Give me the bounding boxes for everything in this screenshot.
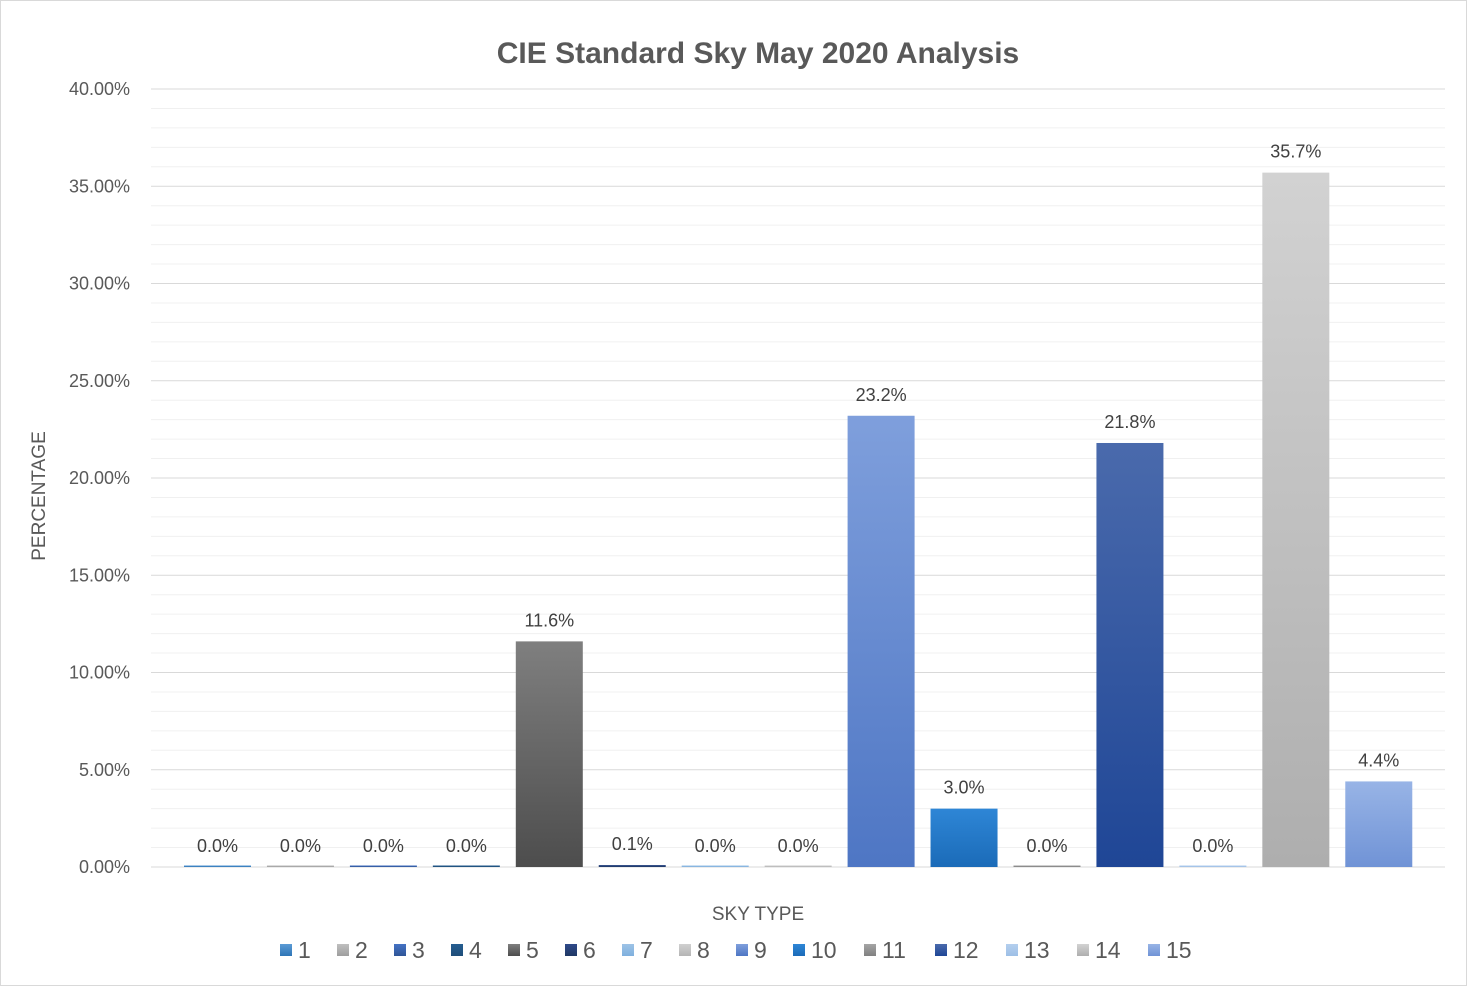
bar-sky-type-9 xyxy=(847,415,915,867)
bars xyxy=(184,172,1413,867)
data-label: 0.0% xyxy=(1192,836,1233,856)
y-tick-label: 25.00% xyxy=(69,371,130,391)
data-label: 0.0% xyxy=(1026,836,1067,856)
bar-sky-type-14 xyxy=(1262,172,1330,867)
bar-sky-type-13 xyxy=(1179,865,1247,867)
data-label: 23.2% xyxy=(856,385,907,405)
bar-sky-type-6 xyxy=(598,865,666,867)
legend-label: 7 xyxy=(640,937,653,963)
legend-swatch xyxy=(1006,944,1018,956)
data-label: 21.8% xyxy=(1104,412,1155,432)
y-tick-label: 10.00% xyxy=(69,663,130,683)
data-label: 0.0% xyxy=(446,836,487,856)
data-label: 0.0% xyxy=(778,836,819,856)
bar-sky-type-12 xyxy=(1096,442,1164,867)
y-tick-label: 5.00% xyxy=(79,760,130,780)
data-label: 0.0% xyxy=(695,836,736,856)
y-tick-label: 40.00% xyxy=(69,79,130,99)
x-axis-title: SKY TYPE xyxy=(712,904,804,925)
bar-sky-type-1 xyxy=(184,865,251,867)
legend-label: 10 xyxy=(811,937,837,963)
legend-label: 12 xyxy=(953,937,979,963)
legend-swatch xyxy=(394,944,406,956)
legend-label: 4 xyxy=(469,937,482,963)
legend-label: 13 xyxy=(1024,937,1050,963)
y-tick-label: 0.00% xyxy=(79,857,130,877)
y-tick-label: 30.00% xyxy=(69,274,130,294)
data-labels: 0.0% 0.0% 0.0% 0.0% 11.6% 0.1% 0.0% 0.0% 23.2% 3.… xyxy=(197,142,1399,856)
bar-sky-type-8 xyxy=(764,865,832,867)
y-tick-label: 35.00% xyxy=(69,176,130,196)
legend-swatch xyxy=(451,944,463,956)
legend-label: 2 xyxy=(355,937,368,963)
bar-sky-type-11 xyxy=(1013,865,1081,867)
legend-swatch xyxy=(736,944,748,956)
legend-swatch xyxy=(622,944,634,956)
legend-label: 5 xyxy=(526,937,539,963)
legend-swatch xyxy=(935,944,947,956)
data-label: 0.1% xyxy=(612,834,653,854)
y-tick-label: 20.00% xyxy=(69,468,130,488)
bar-sky-type-5 xyxy=(515,641,583,867)
legend-swatch xyxy=(565,944,577,956)
legend-swatch xyxy=(280,944,292,956)
y-tick-label: 15.00% xyxy=(69,565,130,585)
legend-swatch xyxy=(864,944,876,956)
data-label: 11.6% xyxy=(524,610,574,630)
gridlines xyxy=(151,88,1445,868)
legend-swatch xyxy=(1077,944,1089,956)
data-label: 4.4% xyxy=(1358,750,1399,770)
bar-sky-type-4 xyxy=(432,865,500,867)
legend-swatch xyxy=(508,944,520,956)
data-label: 0.0% xyxy=(363,836,404,856)
legend-label: 8 xyxy=(697,937,710,963)
data-label: 0.0% xyxy=(197,836,238,856)
legend-label: 6 xyxy=(583,937,596,963)
legend-swatch xyxy=(1148,944,1160,956)
legend-label: 11 xyxy=(882,937,906,963)
y-axis-title: PERCENTAGE xyxy=(29,431,50,561)
legend-swatch xyxy=(679,944,691,956)
legend-label: 1 xyxy=(298,937,311,963)
y-axis: 0.00% 5.00% 10.00% 15.00% 20.00% 25.00% 30.00%… xyxy=(69,79,130,877)
legend-swatch xyxy=(337,944,349,956)
legend-swatch xyxy=(793,944,805,956)
legend-label: 9 xyxy=(754,937,767,963)
bar-sky-type-2 xyxy=(266,865,334,867)
bar-sky-type-3 xyxy=(349,865,417,867)
bar-sky-type-10 xyxy=(930,808,998,867)
chart-title: CIE Standard Sky May 2020 Analysis xyxy=(497,37,1019,70)
data-label: 35.7% xyxy=(1270,142,1321,162)
legend-label: 15 xyxy=(1166,937,1192,963)
legend-label: 14 xyxy=(1095,937,1121,963)
legend-label: 3 xyxy=(412,937,425,963)
bar-sky-type-7 xyxy=(681,865,749,867)
legend: 1 2 3 4 5 6 7 8 9 10 11 12 13 14 15 xyxy=(280,937,1192,963)
data-label: 0.0% xyxy=(280,836,321,856)
data-label: 3.0% xyxy=(944,778,985,798)
bar-sky-type-15 xyxy=(1345,781,1413,867)
